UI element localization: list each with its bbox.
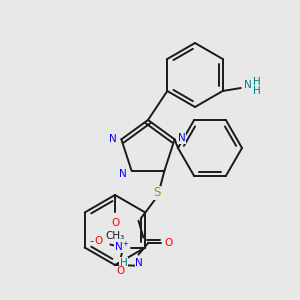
Text: N: N	[115, 242, 122, 253]
Text: N: N	[178, 133, 185, 143]
Text: N: N	[109, 134, 116, 144]
Text: CH₃: CH₃	[105, 231, 124, 241]
Text: H: H	[120, 258, 128, 268]
Text: H: H	[253, 77, 260, 87]
Text: O: O	[116, 266, 124, 277]
Text: H: H	[253, 86, 260, 96]
Text: -: -	[89, 235, 93, 248]
Text: N: N	[136, 258, 143, 268]
Text: S: S	[153, 186, 160, 199]
Text: N: N	[244, 80, 251, 90]
Text: N: N	[119, 169, 127, 179]
Text: O: O	[94, 236, 102, 247]
Text: O: O	[164, 238, 172, 248]
Text: O: O	[111, 218, 119, 228]
Text: +: +	[122, 242, 128, 248]
